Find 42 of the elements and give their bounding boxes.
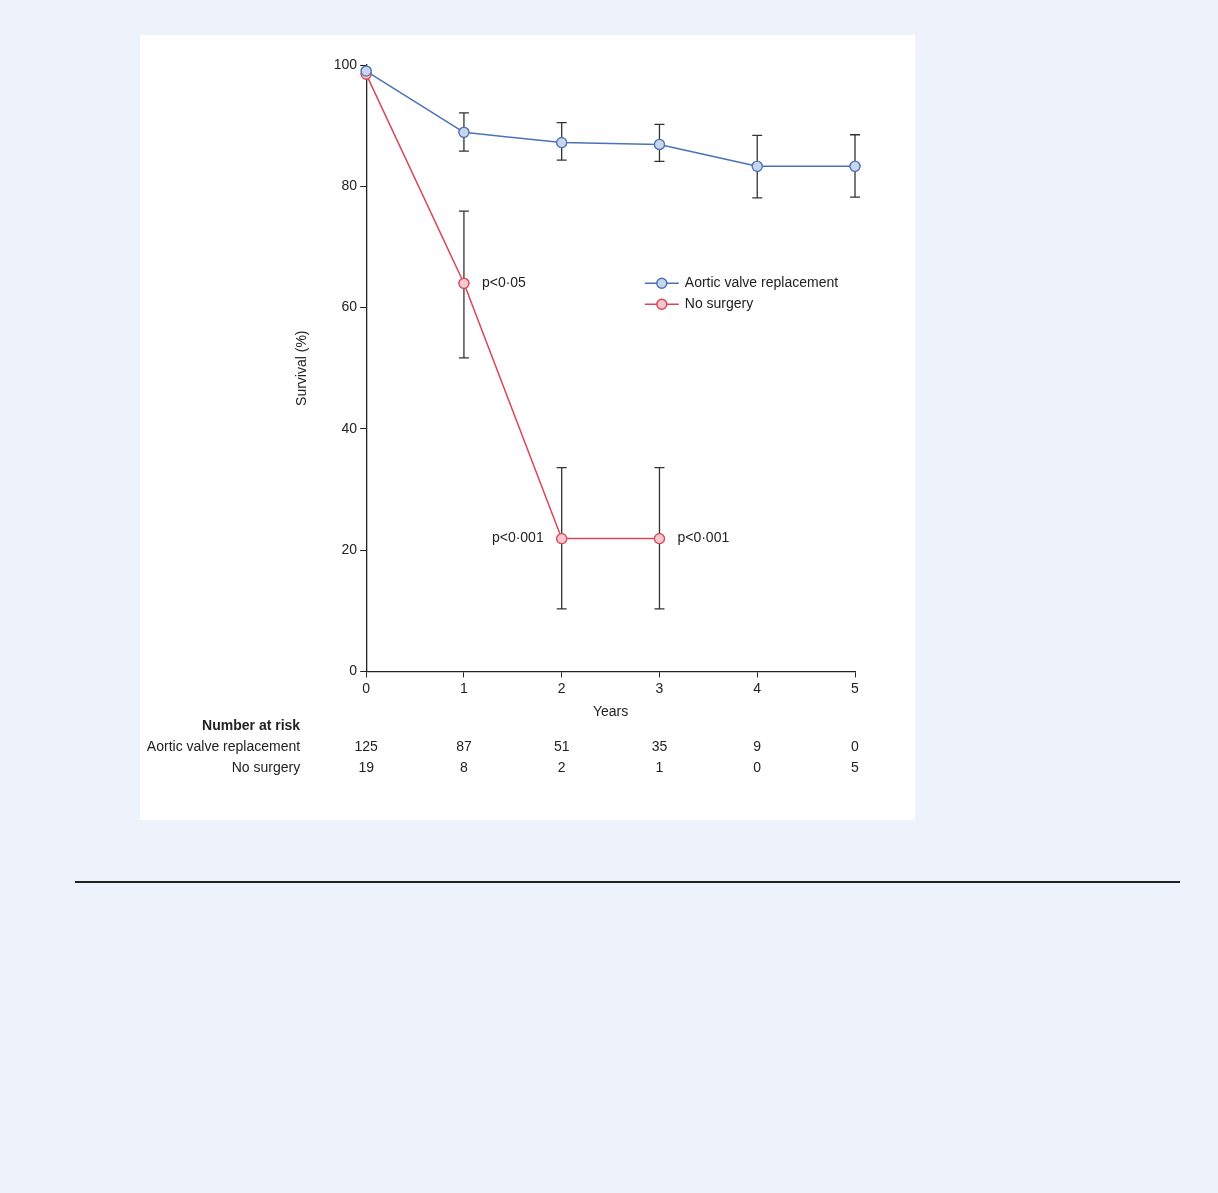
y-tick-label: 20: [341, 540, 358, 557]
point: [849, 160, 861, 172]
text: 0: [753, 759, 762, 776]
x-tick-label: 0: [362, 679, 371, 696]
x-tick-label: 5: [851, 679, 860, 696]
text: 2: [557, 759, 566, 776]
point: [751, 160, 763, 172]
point: [653, 533, 666, 545]
text: 87: [456, 738, 472, 755]
text: Aortic valve replacement: [146, 738, 301, 755]
text: No surgery: [231, 759, 301, 776]
y-axis-title: Survival (%): [293, 330, 310, 406]
x-axis-title: Years: [592, 703, 629, 720]
annotation: p<0·001: [677, 529, 730, 546]
text: 5: [851, 759, 860, 776]
point: [458, 277, 470, 289]
point: [556, 137, 568, 149]
text: 9: [753, 738, 762, 755]
annotation: p<0·05: [481, 274, 527, 291]
y-tick-label: 80: [341, 177, 358, 194]
x-tick-label: 2: [557, 679, 566, 696]
point: [556, 533, 568, 545]
legend-label: No surgery: [684, 295, 754, 312]
text: 125: [354, 738, 379, 755]
point: [653, 138, 666, 151]
point: [458, 126, 470, 138]
y-tick-label: 100: [333, 55, 358, 72]
x-tick-label: 4: [753, 679, 762, 696]
y-tick-label: 40: [341, 419, 358, 436]
annotation: p<0·001: [491, 529, 544, 546]
x-tick-label: 3: [655, 679, 664, 696]
y-tick-label: 0: [349, 662, 358, 679]
legend-label: Aortic valve replacement: [684, 274, 839, 291]
text: 0: [851, 738, 860, 755]
text: 1: [655, 759, 664, 776]
text: 35: [651, 738, 668, 755]
y-tick-label: 60: [341, 298, 358, 315]
x-tick-label: 1: [460, 679, 469, 696]
text: 8: [460, 759, 469, 776]
text: 19: [358, 759, 375, 776]
text: 51: [553, 738, 570, 755]
text: Number at risk: [202, 717, 301, 734]
